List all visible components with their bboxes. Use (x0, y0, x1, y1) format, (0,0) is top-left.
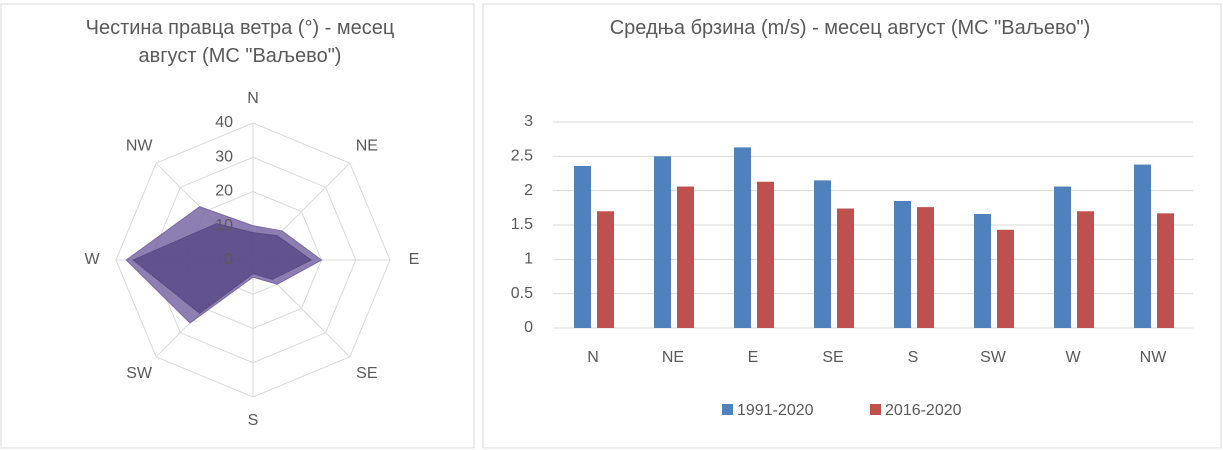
chart-title: Честина правца ветра (°) - месец август … (85, 17, 395, 67)
y-tick-label: 0.5 (511, 285, 533, 302)
bar (574, 165, 591, 328)
bar (597, 211, 614, 328)
bar (917, 207, 934, 328)
x-tick-label: S (908, 349, 919, 366)
y-tick-label: 2.5 (511, 148, 533, 165)
y-tick-label: 1 (524, 251, 533, 268)
bar (894, 200, 911, 328)
r-tick-label: 30 (215, 148, 233, 165)
x-tick-label: SE (822, 349, 843, 366)
category-label: SW (126, 365, 153, 382)
bar (997, 229, 1014, 328)
y-tick-label: 0 (524, 319, 533, 336)
bar (1054, 186, 1071, 328)
category-label: W (84, 251, 100, 268)
x-tick-label: W (1065, 349, 1081, 366)
x-tick-label: NW (1140, 349, 1168, 366)
y-tick-label: 1.5 (511, 216, 533, 233)
bar (677, 186, 694, 328)
x-tick-label: E (748, 349, 759, 366)
bar (734, 147, 751, 328)
bar (1077, 211, 1094, 328)
bar (814, 180, 831, 328)
y-tick-label: 3 (524, 113, 533, 130)
x-tick-label: NE (662, 349, 684, 366)
r-tick-label: 20 (215, 183, 233, 200)
r-tick-label: 40 (215, 114, 233, 131)
r-tick-label: 10 (215, 217, 233, 234)
radar-area (132, 223, 313, 314)
bar (837, 208, 854, 328)
y-tick-label: 2 (524, 182, 533, 199)
chart-title: Средња брзина (m/s) - месец август (МС "… (609, 17, 1091, 39)
x-tick-label: SW (980, 349, 1007, 366)
category-label: E (409, 251, 420, 268)
r-tick-label: 0 (224, 251, 233, 268)
category-label: N (247, 90, 259, 107)
bar (1157, 213, 1174, 328)
bar (974, 214, 991, 328)
x-tick-label: N (587, 349, 599, 366)
bar (654, 156, 671, 328)
category-label: S (248, 412, 259, 429)
bar (757, 181, 774, 328)
legend-label: 2016-2020 (885, 402, 962, 419)
legend-swatch (722, 404, 733, 415)
panel (0, 3, 475, 449)
category-label: NE (356, 137, 378, 154)
legend-label: 1991-2020 (737, 402, 814, 419)
category-label: SE (356, 365, 377, 382)
category-label: NW (126, 137, 154, 154)
legend-swatch (870, 404, 881, 415)
bar (1134, 164, 1151, 328)
panel (482, 3, 1222, 449)
